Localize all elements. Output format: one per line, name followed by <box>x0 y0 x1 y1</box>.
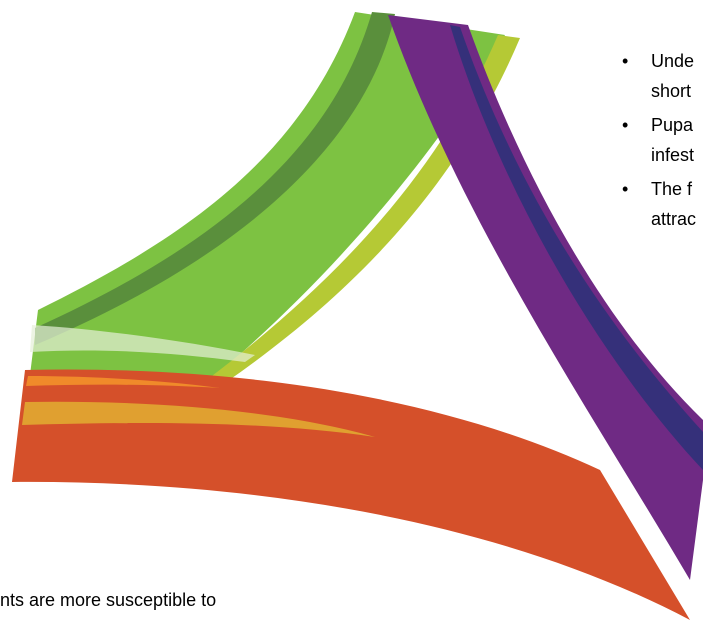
bullet: Pupa infest <box>620 110 696 170</box>
text-fragment: nts are more susceptible to <box>0 590 217 610</box>
bullet-list: Unde short Pupa infest The f attrac <box>620 46 696 238</box>
lime-stripe <box>200 35 520 385</box>
blue-stripe <box>450 25 703 470</box>
bullet-line: Unde <box>651 51 695 71</box>
bullet-line: Pupa <box>651 115 694 135</box>
white-sliver <box>180 10 338 215</box>
amber-top <box>26 376 220 388</box>
amber-stripe <box>22 401 375 437</box>
bullet-line: The f <box>651 179 693 199</box>
bullet: Unde short <box>620 46 696 106</box>
bullet-line: short <box>651 81 692 101</box>
green-stripe <box>35 12 395 345</box>
bullet-line: attrac <box>651 209 697 229</box>
purple-band <box>388 15 703 580</box>
bullet-line: infest <box>651 145 695 165</box>
bullet: The f attrac <box>620 174 696 234</box>
orange-band <box>12 369 690 620</box>
light-overlay <box>30 325 255 362</box>
